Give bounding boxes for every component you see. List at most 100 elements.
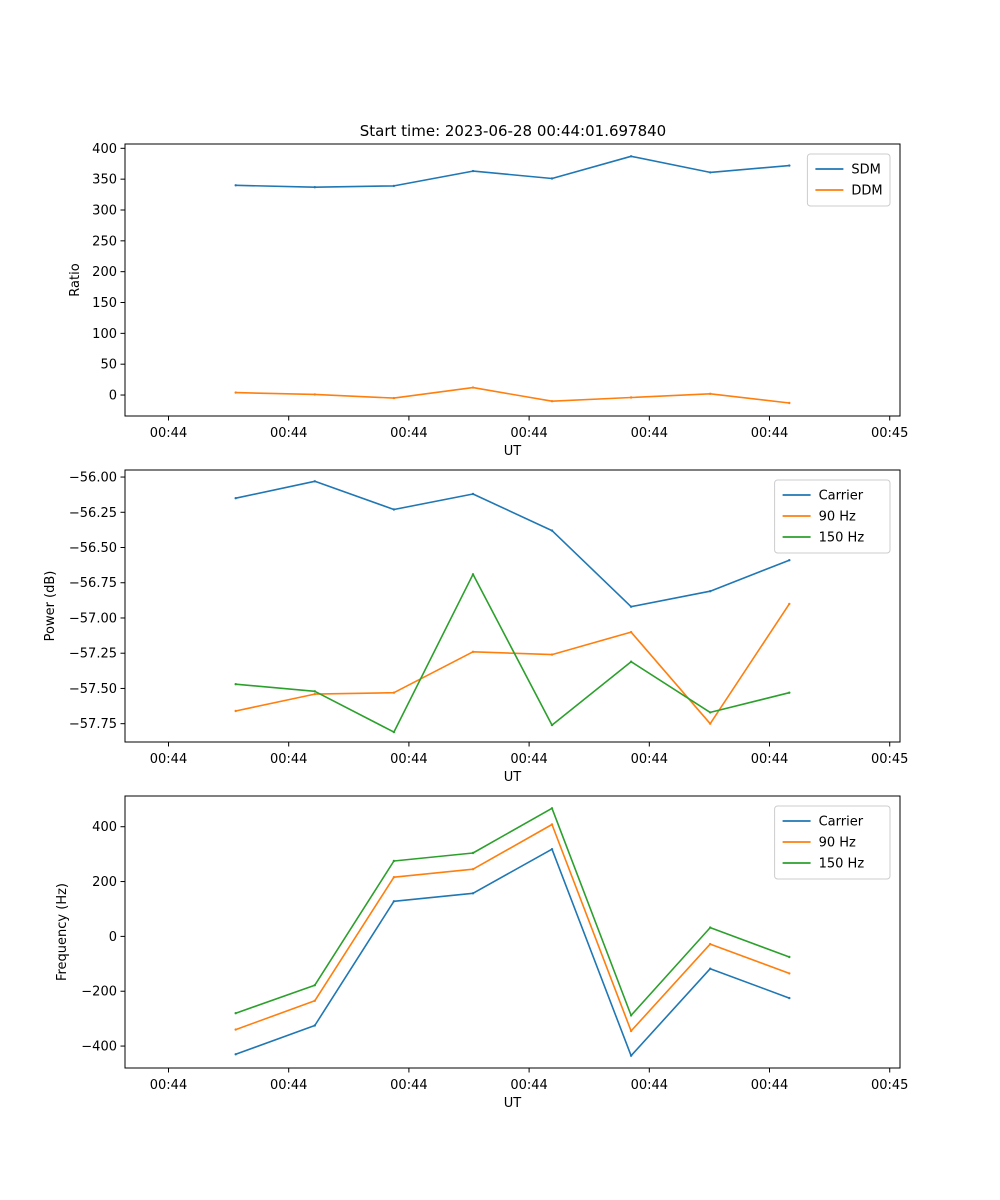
data-point: [234, 1028, 237, 1031]
data-point: [709, 171, 712, 174]
chart-panel-3: 00:44 00:44 00:44 00:44 00:44 00:44 00:45 −400 −…: [55, 795, 908, 1111]
data-point: [313, 393, 316, 396]
x-tick-label: 00:44: [390, 752, 427, 767]
data-point: [788, 401, 791, 405]
data-point: [313, 692, 316, 696]
y-axis-label: Ratio: [68, 263, 83, 296]
data-point: [234, 391, 237, 394]
legend-label: 150 Hz: [819, 857, 865, 872]
x-axis-label: UT: [504, 1096, 522, 1111]
axes-frame: [124, 143, 901, 417]
y-tick-label: 400: [92, 142, 117, 157]
y-tick-label: −400: [81, 1040, 117, 1055]
y-axis-label: Power (dB): [43, 571, 58, 642]
x-tick-label: 00:44: [631, 752, 668, 767]
series-line-150-hz: [235, 573, 790, 733]
y-tick-label: 0: [109, 389, 117, 404]
y-tick-label: 100: [92, 327, 117, 342]
data-point: [392, 730, 396, 734]
data-point: [629, 1014, 633, 1017]
y-tick-label: 250: [92, 234, 117, 249]
x-tick-label: 00:44: [510, 1078, 547, 1093]
x-tick-label: 00:44: [270, 426, 307, 441]
y-tick-label: −56.00: [69, 471, 117, 486]
x-tick-label: 00:45: [871, 752, 908, 767]
data-point: [234, 1012, 237, 1015]
data-point: [392, 900, 396, 903]
chart-panel-1: 00:44 00:44 00:44 00:44 00:44 00:44 00:45 0 50 10…: [68, 142, 908, 459]
figure-title: Start time: 2023-06-28 00:44:01.697840: [360, 122, 666, 140]
data-point: [313, 480, 316, 483]
data-point: [629, 155, 633, 158]
series-line-sdm: [235, 155, 790, 188]
data-point: [788, 164, 791, 167]
y-tick-label: 400: [92, 820, 117, 835]
data-point: [471, 892, 475, 895]
legend-label: 150 Hz: [819, 531, 865, 546]
data-point: [234, 184, 237, 187]
data-point: [629, 660, 633, 663]
x-tick-label: 00:44: [631, 426, 668, 441]
data-point: [709, 967, 712, 970]
series-line-carrier: [235, 848, 790, 1057]
data-point: [234, 683, 237, 686]
x-tick-label: 00:44: [150, 426, 187, 441]
data-point: [788, 972, 791, 975]
x-tick-label: 00:44: [751, 426, 788, 441]
data-point: [788, 602, 791, 606]
y-tick-label: −56.25: [69, 506, 117, 521]
x-tick-label: 00:44: [150, 1078, 187, 1093]
legend-box: [774, 479, 891, 554]
legend: Carrier 90 Hz 150 Hz: [774, 479, 891, 554]
data-point: [709, 590, 712, 593]
data-point: [471, 386, 475, 389]
data-point: [709, 392, 712, 395]
data-point: [234, 709, 237, 713]
data-point: [392, 396, 396, 400]
data-point: [550, 823, 554, 826]
series-line-150-hz: [235, 807, 790, 1017]
y-tick-label: −57.00: [69, 611, 117, 626]
data-point: [709, 926, 712, 929]
data-point: [788, 955, 791, 959]
data-point: [709, 722, 712, 725]
data-point: [471, 492, 475, 496]
y-tick-label: −57.50: [69, 682, 117, 697]
data-point: [629, 1029, 633, 1033]
data-point: [471, 868, 475, 871]
x-tick-label: 00:44: [390, 1078, 427, 1093]
x-axis-label: UT: [504, 770, 522, 785]
axes-frame: [124, 795, 901, 1069]
y-axis-label: Frequency (Hz): [55, 883, 70, 981]
y-tick-label: 50: [100, 358, 117, 373]
data-point: [313, 690, 316, 693]
x-tick-label: 00:44: [631, 1078, 668, 1093]
data-point: [550, 848, 554, 851]
y-tick-label: 0: [109, 930, 117, 945]
legend-box: [806, 153, 891, 207]
data-point: [313, 999, 316, 1002]
data-point: [629, 605, 633, 608]
legend-label: SDM: [851, 163, 880, 178]
x-tick-label: 00:44: [751, 1078, 788, 1093]
data-point: [392, 859, 396, 863]
data-point: [234, 1053, 237, 1056]
data-point: [709, 942, 712, 946]
data-point: [471, 169, 475, 173]
data-point: [471, 851, 475, 855]
x-tick-label: 00:44: [270, 752, 307, 767]
x-axis-label: UT: [504, 444, 522, 459]
data-point: [550, 400, 554, 403]
data-point: [234, 497, 237, 500]
legend-label: Carrier: [819, 489, 864, 504]
legend-label: Carrier: [819, 815, 864, 830]
legend-label: 90 Hz: [819, 510, 856, 525]
data-point: [392, 876, 396, 879]
data-point: [550, 529, 554, 532]
y-tick-label: −57.75: [69, 717, 117, 732]
legend: Carrier 90 Hz 150 Hz: [774, 805, 891, 880]
data-point: [629, 396, 633, 399]
y-tick-label: 200: [92, 265, 117, 280]
x-tick-label: 00:44: [270, 1078, 307, 1093]
